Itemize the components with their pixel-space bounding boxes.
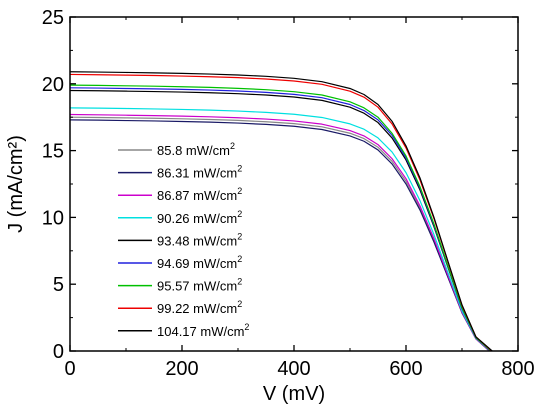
y-tick-label: 5 [53,274,64,296]
y-tick-label: 15 [42,141,64,163]
series-line-85-8 [69,116,491,352]
legend-label: 86.31 mW/cm2 [157,164,242,181]
legend-label: 85.8 mW/cm2 [157,141,235,158]
y-tick-label: 20 [42,74,64,96]
x-axis-title: V (mV) [263,383,325,405]
legend-label: 86.87 mW/cm2 [157,186,242,203]
series-line-86-31 [69,119,490,352]
legend-label: 95.57 mW/cm2 [157,277,242,294]
x-tick-label: 200 [165,358,198,380]
legend-label: 104.17 mW/cm2 [157,322,249,339]
axis-ticks: 0 200 400 600 800 0 5 10 15 20 25 [42,7,535,380]
x-tick-label: 600 [389,358,422,380]
x-tick-label: 400 [277,358,310,380]
series-line-104-17 [69,71,493,352]
plot-frame [69,16,519,352]
series-line-86-87 [69,113,491,352]
y-tick-label: 0 [53,341,64,363]
series-line-95-57 [69,84,492,352]
y-axis-title: J (mA/cm²) [5,135,27,233]
x-tick-label: 0 [64,358,75,380]
legend: 85.8 mW/cm2 86.31 mW/cm2 86.87 mW/cm2 90.26… [118,141,249,339]
legend-label: 90.26 mW/cm2 [157,209,242,226]
series-line-90-26 [69,107,491,352]
series-curves [69,71,493,352]
legend-label: 94.69 mW/cm2 [157,254,242,271]
legend-label: 99.22 mW/cm2 [157,299,242,316]
x-tick-label: 800 [501,358,534,380]
y-tick-label: 25 [42,7,64,29]
y-tick-label: 10 [42,207,64,229]
legend-label: 93.48 mW/cm2 [157,231,242,248]
